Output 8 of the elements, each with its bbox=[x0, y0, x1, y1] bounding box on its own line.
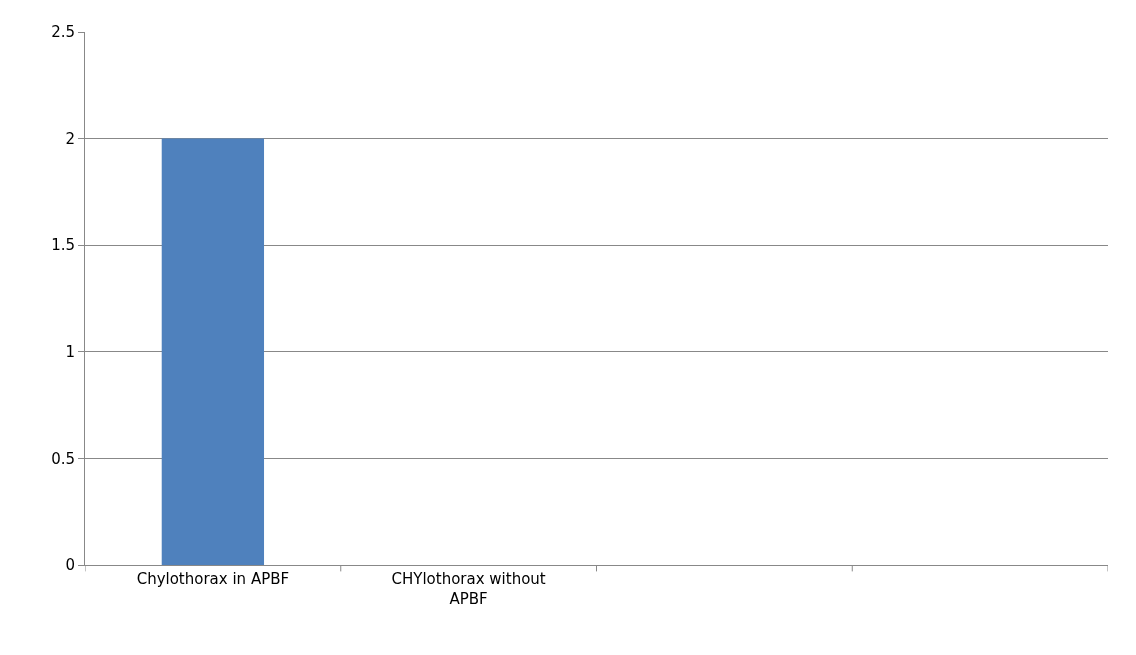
y-tick-label: 1 bbox=[65, 343, 75, 362]
x-tick-label: Chylothorax in APBF bbox=[136, 570, 290, 588]
y-tick-label: 2 bbox=[65, 129, 75, 148]
y-tick-label: 0 bbox=[65, 556, 75, 575]
x-tick-label: CHYlothorax without APBF bbox=[391, 570, 546, 608]
y-tick-label: 1.5 bbox=[51, 236, 75, 255]
y-tick-label: 2.5 bbox=[51, 23, 75, 42]
y-tick-label: 0.5 bbox=[51, 449, 75, 468]
